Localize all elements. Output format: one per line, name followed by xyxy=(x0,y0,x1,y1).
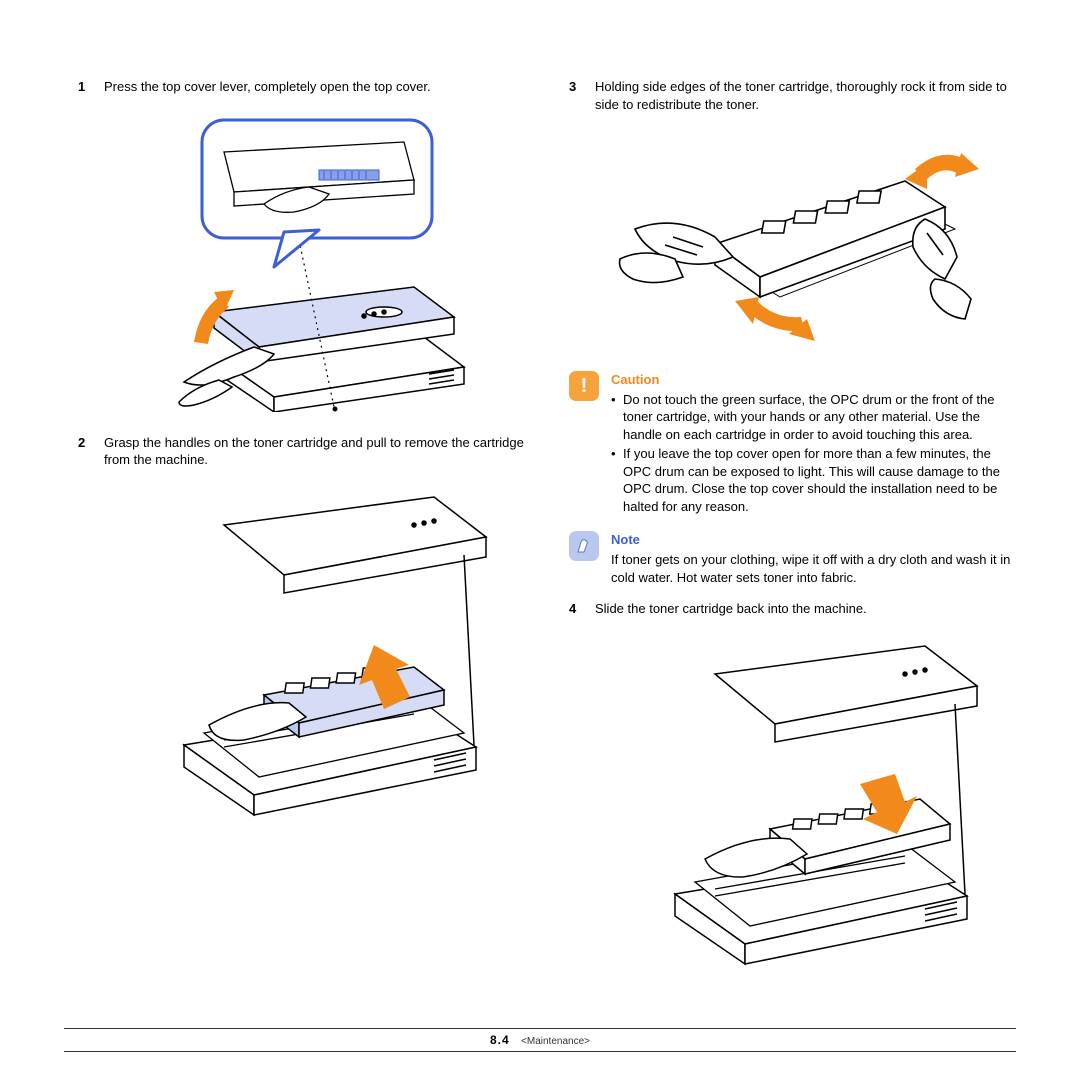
step-3: 3 Holding side edges of the toner cartri… xyxy=(569,78,1020,113)
step-2: 2 Grasp the handles on the toner cartrid… xyxy=(78,434,529,469)
figure-2 xyxy=(78,485,529,825)
step-4-text: Slide the toner cartridge back into the … xyxy=(595,600,1020,618)
step-4: 4 Slide the toner cartridge back into th… xyxy=(569,600,1020,618)
note-body: Note If toner gets on your clothing, wip… xyxy=(611,531,1020,586)
figure-4-svg xyxy=(605,634,985,974)
figure-3-svg xyxy=(605,129,985,349)
figure-3 xyxy=(569,129,1020,349)
figure-2-svg xyxy=(114,485,494,825)
caution-icon: ! xyxy=(569,371,599,401)
left-column: 1 Press the top cover lever, completely … xyxy=(78,78,529,996)
caution-item-1: Do not touch the green surface, the OPC … xyxy=(611,391,1020,444)
page-footer: 8.4 <Maintenance> xyxy=(64,1028,1016,1053)
step-1: 1 Press the top cover lever, completely … xyxy=(78,78,529,96)
caution-item-2: If you leave the top cover open for more… xyxy=(611,445,1020,515)
footer-page: 8.4 xyxy=(490,1033,510,1047)
caution-list: Do not touch the green surface, the OPC … xyxy=(611,391,1020,516)
note-icon xyxy=(569,531,599,561)
right-column: 3 Holding side edges of the toner cartri… xyxy=(569,78,1020,996)
figure-1 xyxy=(78,112,529,412)
step-3-number: 3 xyxy=(569,78,583,113)
caution-body: Caution Do not touch the green surface, … xyxy=(611,371,1020,517)
caution-callout: ! Caution Do not touch the green surface… xyxy=(569,371,1020,517)
footer-section: <Maintenance> xyxy=(521,1036,590,1047)
figure-1-svg xyxy=(124,112,484,412)
note-callout: Note If toner gets on your clothing, wip… xyxy=(569,531,1020,586)
figure-4 xyxy=(569,634,1020,974)
step-4-number: 4 xyxy=(569,600,583,618)
caution-title: Caution xyxy=(611,371,1020,389)
step-1-text: Press the top cover lever, completely op… xyxy=(104,78,529,96)
step-3-text: Holding side edges of the toner cartridg… xyxy=(595,78,1020,113)
note-title: Note xyxy=(611,531,1020,549)
step-2-number: 2 xyxy=(78,434,92,469)
step-1-number: 1 xyxy=(78,78,92,96)
note-text: If toner gets on your clothing, wipe it … xyxy=(611,551,1020,586)
step-2-text: Grasp the handles on the toner cartridge… xyxy=(104,434,529,469)
page-body: 1 Press the top cover lever, completely … xyxy=(0,0,1080,996)
